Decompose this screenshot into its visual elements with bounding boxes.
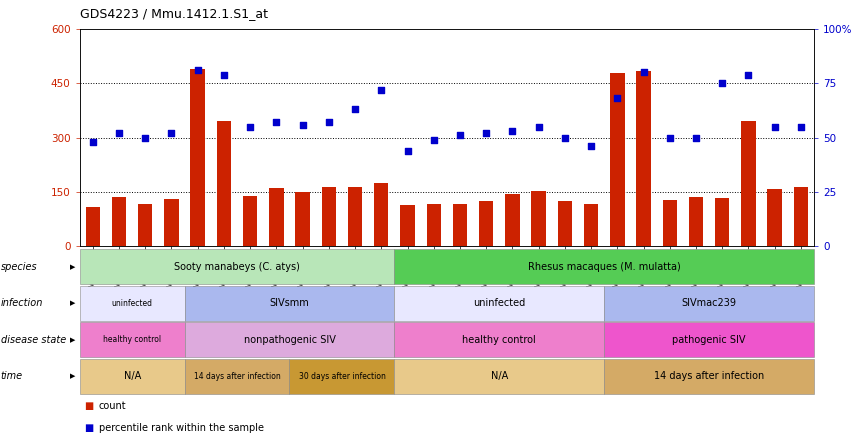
- Text: ■: ■: [84, 401, 94, 411]
- Bar: [505, 194, 520, 246]
- Point: [86, 139, 100, 146]
- Bar: [584, 204, 598, 246]
- Point: [139, 134, 152, 141]
- Text: ■: ■: [84, 423, 94, 433]
- Bar: [374, 183, 389, 246]
- Bar: [767, 189, 782, 246]
- Text: pathogenic SIV: pathogenic SIV: [672, 335, 746, 345]
- Text: uninfected: uninfected: [473, 298, 526, 308]
- Point: [768, 123, 782, 131]
- Bar: [688, 198, 703, 246]
- Point: [689, 134, 703, 141]
- Bar: [741, 121, 756, 246]
- Bar: [269, 188, 283, 246]
- Bar: [165, 198, 178, 246]
- Text: disease state: disease state: [1, 335, 66, 345]
- Bar: [427, 204, 441, 246]
- Bar: [295, 192, 310, 246]
- Bar: [479, 201, 494, 246]
- Text: ▶: ▶: [70, 373, 75, 379]
- Point: [112, 130, 126, 137]
- Bar: [112, 198, 126, 246]
- Point: [401, 147, 415, 154]
- Point: [453, 132, 467, 139]
- Point: [741, 71, 755, 78]
- Point: [532, 123, 546, 131]
- Point: [322, 119, 336, 126]
- Text: Rhesus macaques (M. mulatta): Rhesus macaques (M. mulatta): [528, 262, 681, 272]
- Point: [558, 134, 572, 141]
- Text: healthy control: healthy control: [103, 335, 161, 344]
- Point: [165, 130, 178, 137]
- Point: [794, 123, 808, 131]
- Text: SIVsmm: SIVsmm: [269, 298, 309, 308]
- Point: [506, 127, 520, 135]
- Point: [637, 69, 650, 76]
- Bar: [611, 73, 624, 246]
- Bar: [637, 71, 650, 246]
- Bar: [532, 191, 546, 246]
- Bar: [243, 196, 257, 246]
- Text: infection: infection: [1, 298, 43, 308]
- Text: N/A: N/A: [491, 371, 508, 381]
- Bar: [86, 206, 100, 246]
- Point: [243, 123, 257, 131]
- Point: [295, 121, 309, 128]
- Bar: [321, 187, 336, 246]
- Text: GDS4223 / Mmu.1412.1.S1_at: GDS4223 / Mmu.1412.1.S1_at: [80, 7, 268, 20]
- Point: [427, 136, 441, 143]
- Text: N/A: N/A: [124, 371, 141, 381]
- Text: 14 days after infection: 14 days after infection: [654, 371, 765, 381]
- Text: 14 days after infection: 14 days after infection: [194, 372, 281, 381]
- Bar: [400, 205, 415, 246]
- Bar: [715, 198, 729, 246]
- Text: count: count: [99, 401, 126, 411]
- Bar: [662, 200, 677, 246]
- Point: [585, 143, 598, 150]
- Bar: [453, 204, 467, 246]
- Text: ▶: ▶: [70, 300, 75, 306]
- Text: uninfected: uninfected: [112, 299, 152, 308]
- Text: 30 days after infection: 30 days after infection: [299, 372, 385, 381]
- Bar: [191, 69, 205, 246]
- Bar: [138, 204, 152, 246]
- Bar: [348, 186, 362, 246]
- Point: [269, 119, 283, 126]
- Point: [191, 67, 204, 74]
- Text: percentile rank within the sample: percentile rank within the sample: [99, 423, 264, 433]
- Point: [611, 95, 624, 102]
- Point: [662, 134, 676, 141]
- Text: Sooty manabeys (C. atys): Sooty manabeys (C. atys): [174, 262, 300, 272]
- Point: [217, 71, 231, 78]
- Bar: [216, 121, 231, 246]
- Bar: [794, 187, 808, 246]
- Text: species: species: [1, 262, 37, 272]
- Point: [479, 130, 493, 137]
- Point: [715, 79, 729, 87]
- Text: ▶: ▶: [70, 337, 75, 343]
- Text: time: time: [1, 371, 23, 381]
- Text: ▶: ▶: [70, 264, 75, 270]
- Text: nonpathogenic SIV: nonpathogenic SIV: [243, 335, 335, 345]
- Text: SIVmac239: SIVmac239: [682, 298, 737, 308]
- Point: [374, 86, 388, 93]
- Point: [348, 106, 362, 113]
- Text: healthy control: healthy control: [462, 335, 536, 345]
- Bar: [558, 201, 572, 246]
